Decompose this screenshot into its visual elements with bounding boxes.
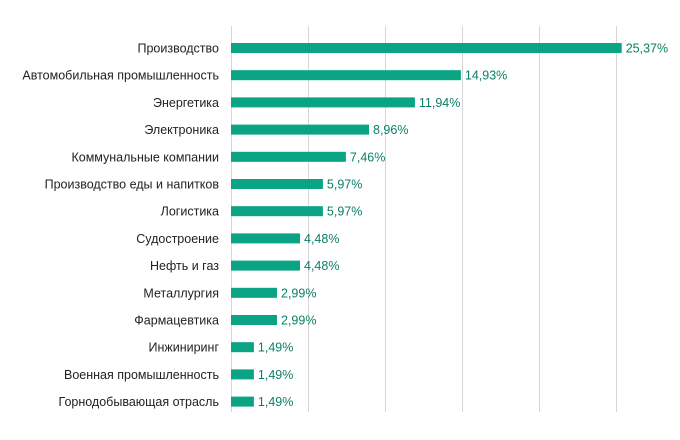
bar [231,70,461,81]
category-label: Инжиниринг [148,341,219,355]
value-labels: 25,37% 14,93% 11,94% 8,96% 7,46% 5,97% 5,97% 4,… [258,42,668,410]
value-label: 4,48% [304,232,339,246]
value-label: 8,96% [373,123,408,137]
category-label: Военная промышленность [64,368,219,382]
bar [231,151,346,162]
bar [231,124,369,135]
bar [231,342,254,353]
category-label: Фармацевтика [134,314,219,328]
value-label: 5,97% [327,178,362,192]
category-label: Энергетика [153,96,219,110]
value-label: 5,97% [327,205,362,219]
value-label: 25,37% [626,42,668,56]
value-label: 1,49% [258,368,293,382]
bars [231,43,622,407]
value-label: 7,46% [350,150,385,164]
category-label: Автомобильная промышленность [22,69,219,83]
value-label: 11,94% [419,96,460,110]
value-label: 1,49% [258,395,293,409]
category-label: Металлургия [143,286,219,300]
bar [231,206,323,217]
category-label: Судостроение [136,232,219,246]
category-label: Производство еды и напитков [45,178,220,192]
bar [231,233,300,244]
category-label: Горнодобывающая отрасль [59,395,219,409]
category-label: Электроника [144,123,219,137]
category-label: Логистика [161,205,219,219]
category-label: Производство [137,42,219,56]
bar [231,315,277,325]
gridlines [231,26,617,412]
category-label: Коммунальные компании [71,150,219,164]
bar [231,369,254,380]
category-labels: Производство Автомобильная промышленность… [22,42,219,410]
value-label: 2,99% [281,286,316,300]
bar [231,260,300,271]
bar [231,287,277,298]
bar [231,179,323,189]
bar [231,97,415,108]
value-label: 2,99% [281,314,316,328]
bar [231,396,254,407]
value-label: 1,49% [258,341,293,355]
category-label: Нефть и газ [150,259,219,273]
bar [231,43,622,53]
value-label: 14,93% [465,69,507,83]
value-label: 4,48% [304,259,339,273]
